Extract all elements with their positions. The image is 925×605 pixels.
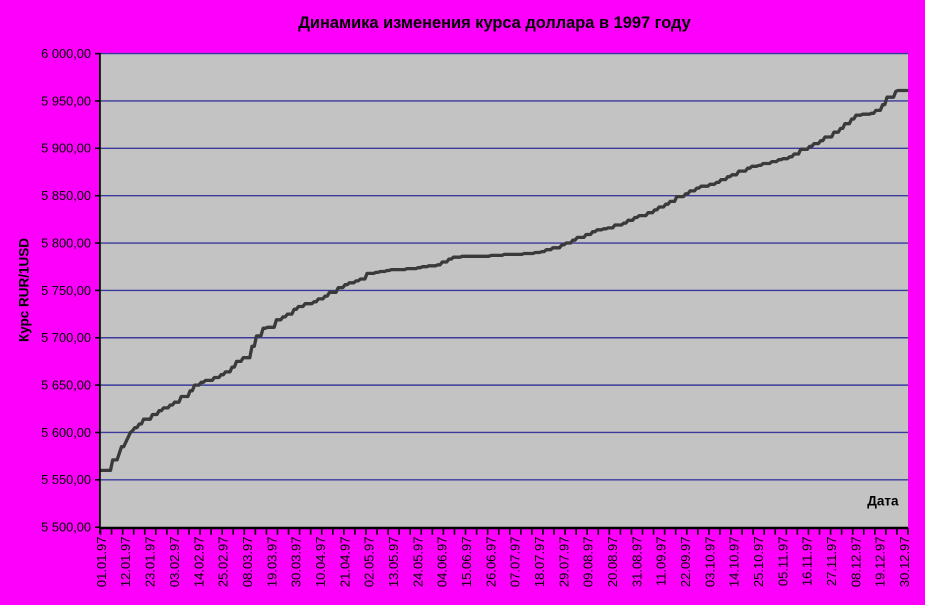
svg-text:5 850,00: 5 850,00	[41, 188, 91, 203]
svg-text:27.11.97: 27.11.97	[824, 537, 839, 587]
svg-text:23.01.97: 23.01.97	[143, 537, 158, 588]
svg-text:18.07.97: 18.07.97	[532, 537, 547, 588]
svg-text:29.07.97: 29.07.97	[556, 537, 571, 588]
svg-text:09.08.97: 09.08.97	[581, 537, 596, 588]
svg-text:6 000,00: 6 000,00	[41, 46, 91, 61]
svg-text:07.07.97: 07.07.97	[508, 537, 523, 588]
svg-text:5 800,00: 5 800,00	[41, 235, 91, 250]
svg-text:20.08.97: 20.08.97	[605, 537, 620, 588]
svg-text:5 650,00: 5 650,00	[41, 378, 91, 393]
svg-text:03.02.97: 03.02.97	[167, 537, 182, 588]
svg-text:5 700,00: 5 700,00	[41, 330, 91, 345]
svg-text:Дата: Дата	[867, 494, 899, 509]
svg-text:24.05.97: 24.05.97	[410, 537, 425, 588]
svg-text:16.11.97: 16.11.97	[800, 537, 815, 587]
svg-text:02.05.97: 02.05.97	[362, 537, 377, 588]
svg-text:5 500,00: 5 500,00	[41, 520, 91, 535]
svg-text:08.12.97: 08.12.97	[848, 537, 863, 588]
svg-text:25.10.97: 25.10.97	[751, 537, 766, 588]
svg-text:03.10.97: 03.10.97	[702, 537, 717, 588]
svg-text:Динамика изменения курса долла: Динамика изменения курса доллара в 1997 …	[298, 14, 691, 32]
svg-text:19.03.97: 19.03.97	[264, 537, 279, 588]
svg-text:04.06.97: 04.06.97	[435, 537, 450, 588]
svg-text:05.11.97: 05.11.97	[775, 537, 790, 587]
svg-text:Курс RUR/1USD: Курс RUR/1USD	[17, 238, 32, 342]
svg-text:22.09.97: 22.09.97	[678, 537, 693, 588]
svg-text:14.10.97: 14.10.97	[727, 537, 742, 588]
svg-text:15.06.97: 15.06.97	[459, 537, 474, 588]
svg-text:12.01.97: 12.01.97	[118, 537, 133, 588]
svg-text:25.02.97: 25.02.97	[216, 537, 231, 588]
svg-text:5 900,00: 5 900,00	[41, 141, 91, 156]
svg-text:19.12.97: 19.12.97	[873, 537, 888, 588]
svg-text:26.06.97: 26.06.97	[483, 537, 498, 588]
svg-text:13.05.97: 13.05.97	[386, 537, 401, 588]
svg-text:11.09.97: 11.09.97	[654, 537, 669, 587]
svg-text:5 950,00: 5 950,00	[41, 93, 91, 108]
svg-text:31.08.97: 31.08.97	[629, 537, 644, 588]
svg-text:5 600,00: 5 600,00	[41, 425, 91, 440]
svg-text:14.02.97: 14.02.97	[191, 537, 206, 588]
svg-text:21.04.97: 21.04.97	[337, 537, 352, 588]
svg-text:30.12.97: 30.12.97	[897, 537, 912, 588]
svg-text:01.01.97: 01.01.97	[94, 537, 109, 588]
svg-text:08.03.97: 08.03.97	[240, 537, 255, 588]
svg-text:10.04.97: 10.04.97	[313, 537, 328, 588]
svg-text:5 750,00: 5 750,00	[41, 283, 91, 298]
svg-text:5 550,00: 5 550,00	[41, 472, 91, 487]
svg-text:30.03.97: 30.03.97	[289, 537, 304, 588]
